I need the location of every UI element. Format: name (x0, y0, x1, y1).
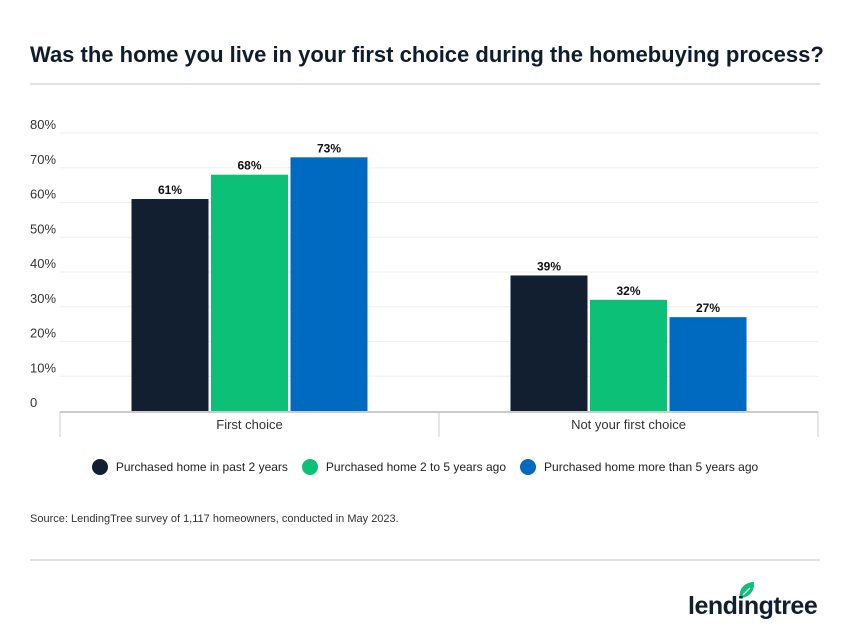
bar (211, 174, 288, 411)
y-tick-label: 80% (30, 117, 56, 132)
category-label: First choice (216, 417, 282, 432)
source-note: Source: LendingTree survey of 1,117 home… (30, 513, 399, 525)
plot-area: 0 10% 20% 30% 40% 50% 60% 70% 80% First choice 61%… (30, 117, 819, 437)
legend-item: Purchased home 2 to 5 years ago (301, 459, 507, 475)
bar (510, 275, 588, 411)
y-tick-label: 60% (30, 187, 56, 202)
bar (669, 317, 747, 411)
legend-swatch (520, 459, 537, 475)
bar (290, 157, 368, 411)
category-label: Not your first choice (571, 417, 686, 432)
data-label: 32% (616, 284, 640, 298)
data-label: 68% (237, 159, 261, 173)
y-tick-label: 70% (30, 152, 56, 167)
legend-item: Purchased home more than 5 years ago (520, 459, 758, 475)
y-tick-label: 40% (30, 256, 56, 271)
data-label: 39% (537, 259, 561, 273)
bottom-divider (30, 559, 820, 561)
legend-swatch (301, 459, 318, 475)
legend: Purchased home in past 2 years Purchased … (0, 459, 850, 475)
svg-text:lendingtree: lendingtree (688, 592, 818, 620)
bar (590, 299, 667, 411)
top-divider (30, 83, 820, 85)
legend-label: Purchased home 2 to 5 years ago (325, 460, 507, 474)
y-tick-label: 30% (30, 291, 56, 306)
y-tick-label: 10% (30, 360, 56, 375)
data-label: 27% (696, 301, 720, 315)
legend-label: Purchased home in past 2 years (115, 460, 288, 474)
data-label: 73% (317, 141, 341, 155)
legend-item: Purchased home in past 2 years (91, 459, 288, 475)
data-label: 61% (158, 183, 182, 197)
chart-title: Was the home you live in your first choi… (30, 42, 824, 67)
y-tick-label: 20% (30, 326, 56, 341)
bar (131, 199, 209, 411)
y-tick-label: 0 (30, 395, 37, 410)
legend-label: Purchased home more than 5 years ago (544, 460, 759, 474)
legend-swatch (91, 459, 108, 475)
y-tick-label: 50% (30, 221, 56, 236)
